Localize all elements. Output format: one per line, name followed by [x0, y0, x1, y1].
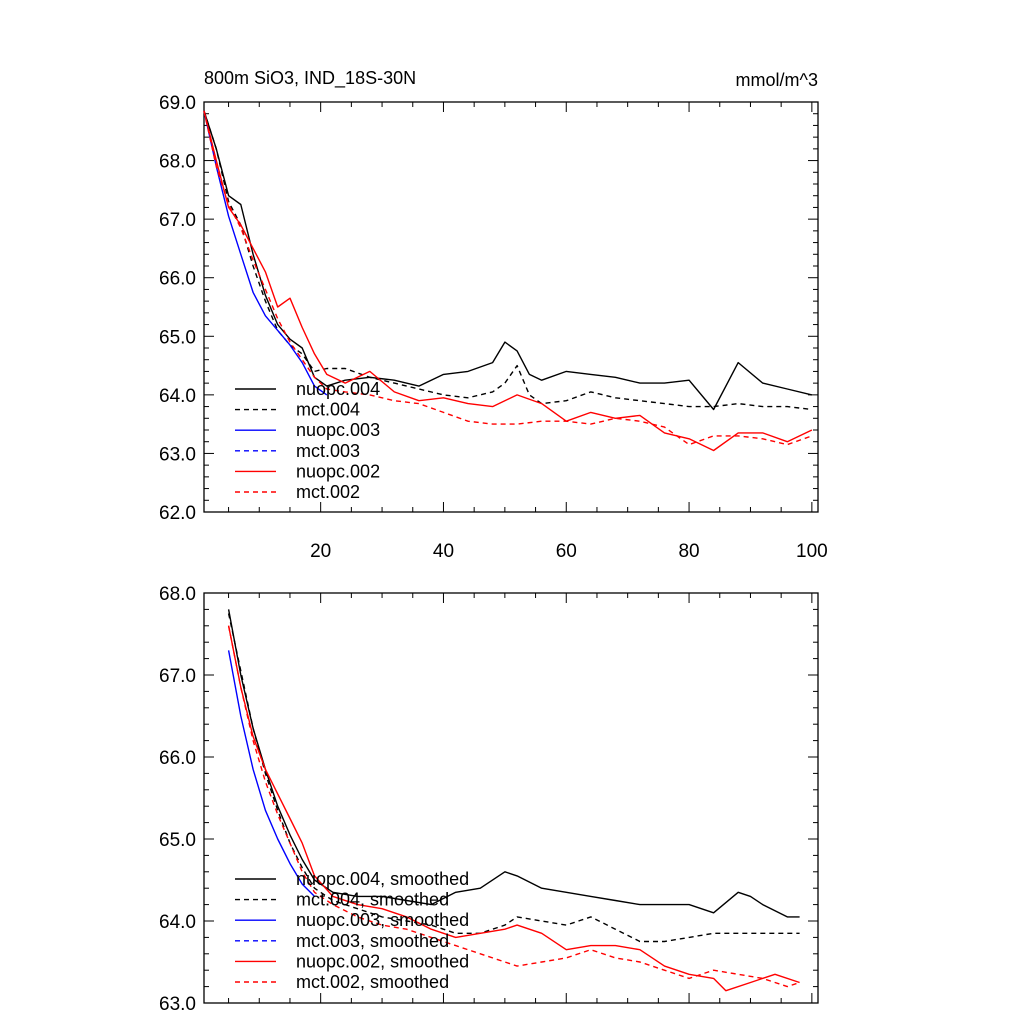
x-tick-label: 100	[796, 541, 828, 562]
series-line-mct-004	[203, 110, 812, 411]
y-tick-label: 68.0	[159, 584, 196, 605]
legend-entry: mct.003, smoothed	[296, 931, 449, 951]
y-tick-label: 65.0	[159, 830, 196, 851]
legend-entry: mct.002, smoothed	[296, 972, 449, 992]
plot-frame	[203, 592, 819, 1004]
legend-entry: mct.004, smoothed	[296, 890, 449, 910]
x-tick-label: 60	[556, 541, 577, 562]
x-tick-label: 80	[678, 541, 699, 562]
legend-entry: nuopc.003	[296, 420, 380, 440]
y-tick-label: 63.0	[159, 444, 196, 465]
series-line-nuopc-003	[203, 110, 328, 396]
y-tick-label: 66.0	[159, 748, 196, 769]
series-line-nuopc-004-smoothed	[227, 609, 800, 918]
y-tick-label: 67.0	[159, 666, 196, 687]
bottom-panel: 63.0 64.0 65.0 66.0 67.0 68.0 nuopc.004, smoot…	[159, 584, 819, 1015]
units-label: mmol/m^3	[736, 70, 818, 90]
plot-frame	[203, 101, 819, 513]
y-tick-label: 64.0	[159, 386, 196, 407]
y-tick-label: 68.0	[159, 152, 196, 173]
y-tick-label: 66.0	[159, 269, 196, 290]
y-tick-label: 65.0	[159, 327, 196, 348]
legend-entry: nuopc.002	[296, 461, 380, 481]
y-tick-label: 63.0	[159, 994, 196, 1015]
legend-entry: nuopc.004, smoothed	[296, 869, 469, 889]
top-panel: 62.0 63.0 64.0 65.0 66.0 67.0 68.0 69.0 20 40 60 80…	[159, 93, 828, 562]
y-tick-label: 64.0	[159, 912, 196, 933]
legend-entry: nuopc.002, smoothed	[296, 951, 469, 971]
series-line-nuopc-004	[203, 110, 813, 411]
series-line-nuopc-002	[203, 110, 813, 452]
x-tick-label: 20	[310, 541, 331, 562]
series-line-mct-002-smoothed	[227, 625, 800, 988]
y-tick-label: 67.0	[159, 210, 196, 231]
figure-title: 800m SiO3, IND_18S-30N	[204, 68, 416, 89]
legend-entry: nuopc.004	[296, 379, 380, 399]
x-tick-label: 40	[433, 541, 454, 562]
series-line-mct-002	[203, 110, 813, 446]
y-tick-label: 62.0	[159, 503, 196, 524]
series-line-nuopc-003-smoothed	[227, 650, 315, 897]
legend-entry: mct.002	[296, 482, 360, 502]
legend-entry: nuopc.003, smoothed	[296, 910, 469, 930]
legend-entry: mct.004	[296, 400, 360, 420]
y-tick-label: 69.0	[159, 93, 196, 114]
legend-entry: mct.003	[296, 441, 360, 461]
